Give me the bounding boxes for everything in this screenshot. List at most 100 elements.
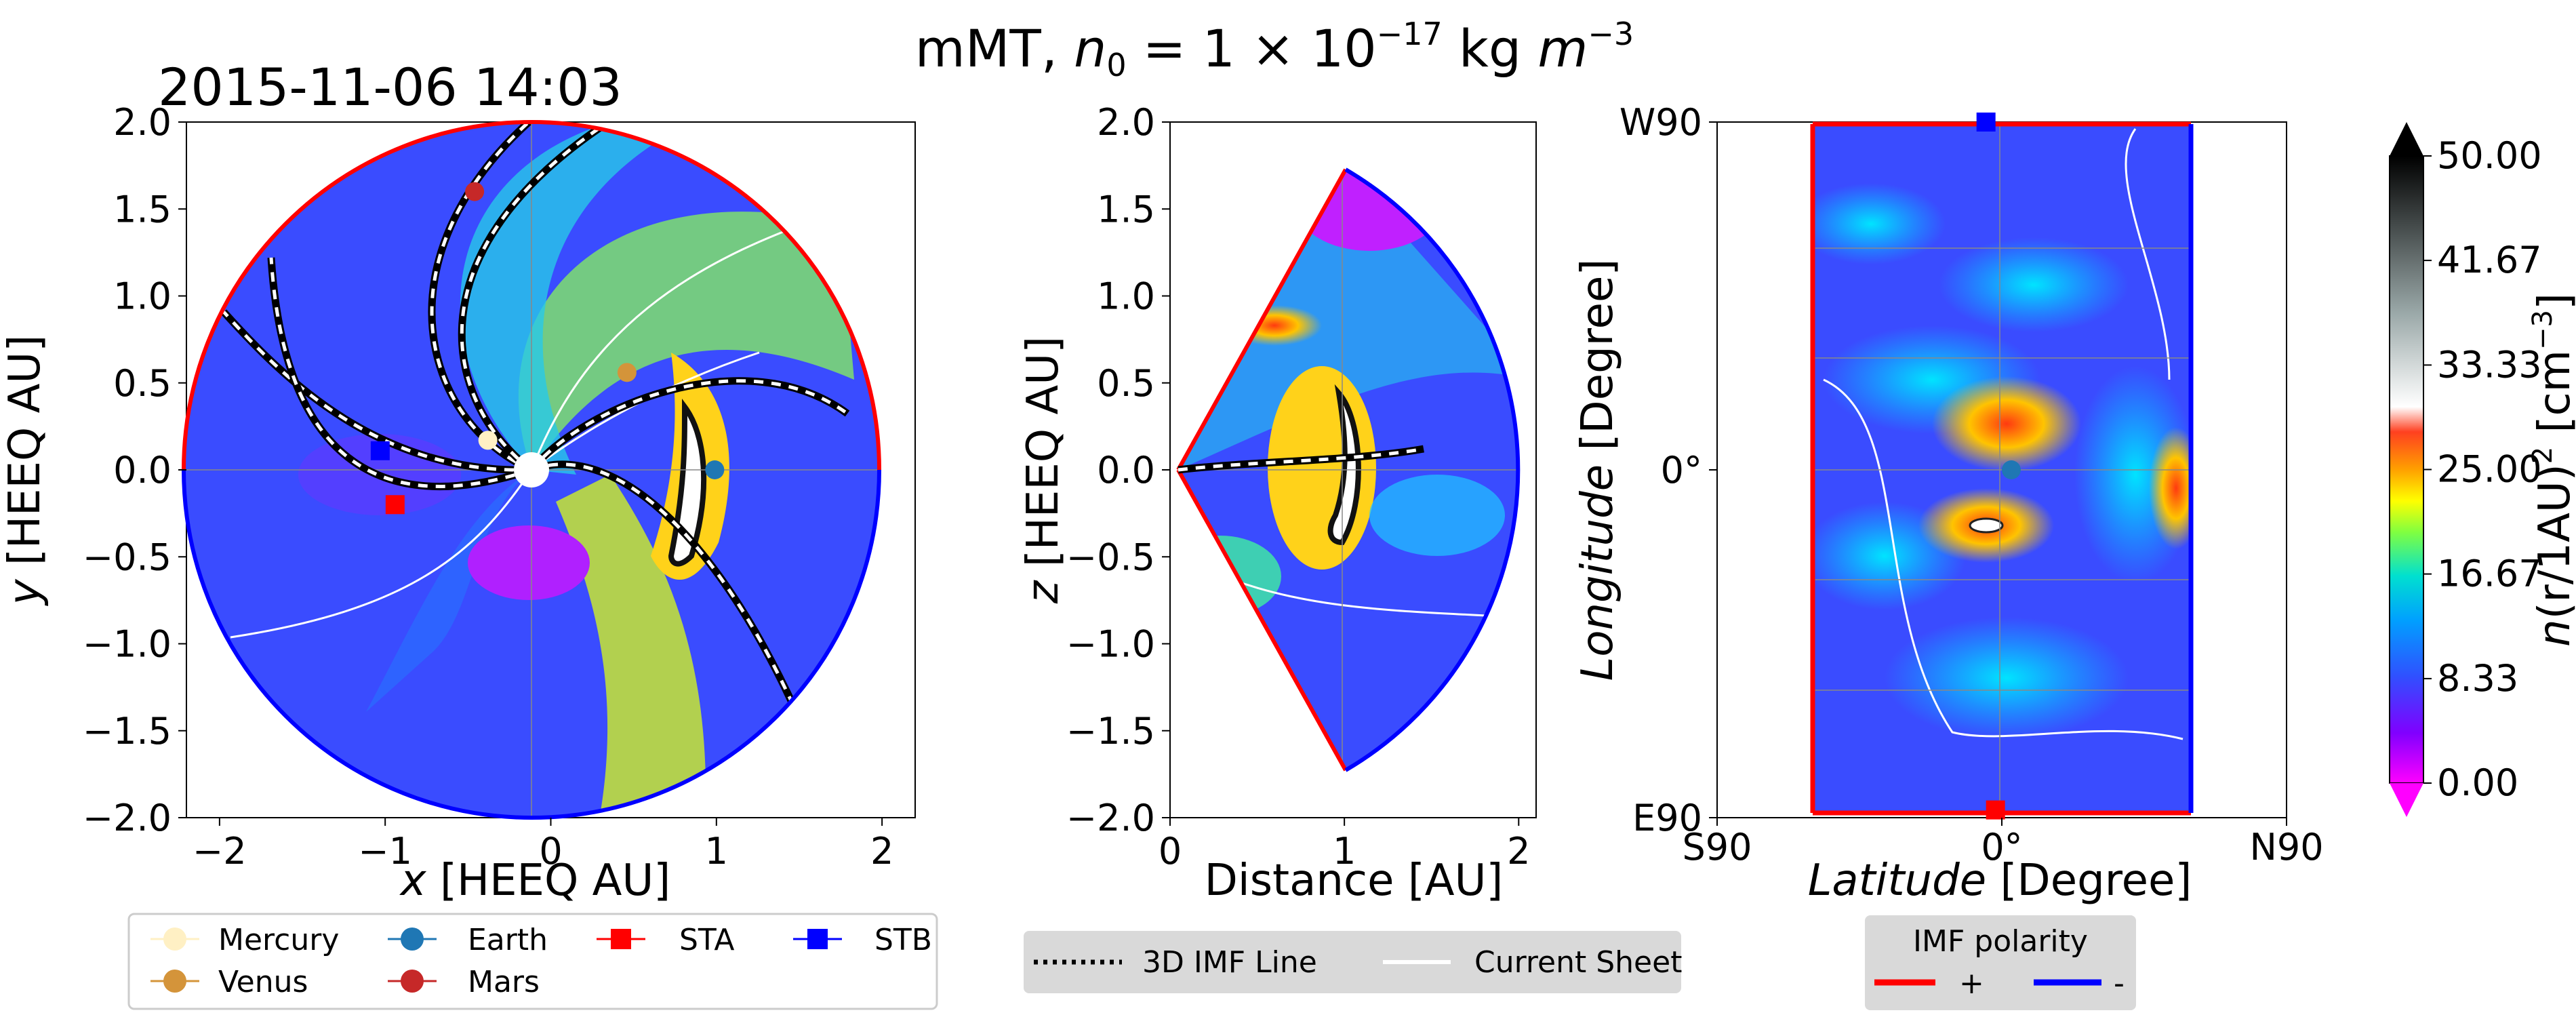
venus-marker-icon [163,970,186,993]
colorbar-gradient [2389,155,2424,784]
p2-ytick-label: 2.0 [1097,101,1155,144]
p3-xticks: S90 0° N90 [1683,818,2324,869]
p1-xtick-label: 0 [539,830,562,873]
svg-text:Current Sheet: Current Sheet [1474,945,1682,980]
svg-text:STA: STA [679,923,735,957]
p2-ytick-label: 0.0 [1097,449,1155,492]
p3-bodies [1976,113,2021,820]
colorbar-tick-label: 16.67 [2437,553,2542,595]
sta-marker-icon [611,929,631,949]
p3-hot-3 [2149,427,2191,549]
p3-hot-1 [1932,376,2081,471]
p2-ytick-label: −1.5 [1066,710,1155,753]
p1-imf-boundary-negative [182,469,881,820]
p3-xtick-label: S90 [1683,826,1752,869]
svg-text:Earth: Earth [468,923,548,957]
p3-ytick-label: W90 [1619,101,1702,144]
p2-ylabel: z [HEEQ AU] [1018,336,1068,604]
timestamp: 2015-11-06 14:03 [158,57,622,117]
mars-marker-icon [401,970,424,993]
p1-stream-blue [366,470,531,712]
panel-meridional: 0 1 2 2.0 1.5 1.0 0.5 0.0 −0.5 −1.0 −1.5 −2.0 Dist… [1018,101,1537,906]
p1-imf-lines [220,122,850,707]
colorbar: 50.00 41.67 33.33 25.00 16.67 8.33 0.00 n(r/1A… [2389,122,2576,817]
p1-xtick-label: 2 [870,830,893,873]
p2-boundary-arc [1344,167,1521,772]
p2-ytick-label: −2.0 [1066,797,1155,839]
p2-upper-cyan [1178,170,1518,470]
p1-current-sheet-2 [230,469,533,639]
p2-boundary-top [1176,168,1348,471]
p1-xtick-label: 1 [705,830,728,873]
legend-polarity: IMF polarity + - [1865,915,2136,1010]
legend-lines-frame [1024,931,1681,993]
p1-ytick-label: 2.0 [113,101,172,144]
colorbar-tick-label: 8.33 [2437,657,2518,700]
p1-purple-region [468,525,590,600]
p1-sta-marker [385,495,405,515]
colorbar-ticks: 50.00 41.67 33.33 25.00 16.67 8.33 0.00 [2423,134,2542,804]
p1-xtick-label: −1 [358,830,412,873]
panel-equatorial: −2 −1 0 1 2 2.01.51.00.50.0−0.5−1.0−1.5−2.0 … [0,101,916,906]
p1-xticks: −2 −1 0 1 2 [193,818,893,873]
p1-imf-boundary-positive [182,120,881,471]
p2-xticks: 0 1 2 [1159,818,1530,873]
p3-sta-marker [1986,800,2005,820]
legend-stb: STB [793,923,932,957]
colorbar-tick-label: 50.00 [2437,134,2542,177]
p2-cyan-right [1369,475,1505,556]
p1-bodies [370,182,725,515]
p1-ytick-label: −2.0 [83,797,172,839]
p3-ylabel: Longitude [Degree] [1573,259,1623,681]
p1-ytick-label: −1.5 [83,710,172,753]
colorbar-tick-label: 41.67 [2437,239,2542,281]
p3-ytick-label: E90 [1632,797,1702,839]
legend-mars: Mars [388,965,540,999]
p1-earth-marker [705,460,725,479]
p1-mercury-marker [478,431,498,450]
polarity-title: IMF polarity [1913,924,2088,959]
p1-stream-cyan [460,122,691,475]
p1-mars-marker [465,182,485,201]
p1-ytick-label: −1.0 [83,623,172,666]
p3-cyan-1 [1813,183,1946,264]
colorbar-label: n(r/1AU)2 [cm−3] [2527,293,2576,647]
p2-ytick-label: −0.5 [1066,536,1155,578]
p2-yticks: 2.0 1.5 1.0 0.5 0.0 −0.5 −1.0 −1.5 −2.0 [1066,101,1170,839]
legend-venus: Venus [150,965,308,999]
mercury-marker-icon [163,928,186,951]
svg-text:Mercury: Mercury [218,923,339,957]
svg-text:Venus: Venus [218,965,308,999]
p3-cyan-2 [1939,237,2129,332]
p2-imf-line-dash [1178,447,1424,472]
p1-yticks: 2.0 1.5 1.0 0.5 0.0 −0.5 −1.0 −1.5 −2.0 [83,101,186,839]
legend-polarity-frame [1865,915,2136,1010]
legend-bodies-frame [127,913,938,1010]
p3-hot-core [1969,517,2004,534]
p1-stream-green [518,212,854,470]
panel-boundary-map: S90 0° N90 W90 0° E90 Latitude [Degree] Long… [1573,101,2324,906]
colorbar-extend-bottom [2390,783,2423,817]
svg-text:3D IMF Line: 3D IMF Line [1142,945,1317,980]
p1-stream-yellow [556,475,706,818]
legend-mercury: Mercury [150,923,339,957]
p3-yticks: W90 0° E90 [1619,101,1717,839]
p3-xtick-label: 0° [1981,826,2022,869]
legend-sta: STA [597,923,735,957]
figure-title: mMT, n0 = 1 × 10−17 kg m−3 [915,16,1634,83]
p1-ytick-label: 1.5 [113,188,172,231]
p3-ytick-label: 0° [1661,449,1702,492]
colorbar-tick-label: 0.00 [2437,761,2518,804]
legend-earth: Earth [388,923,548,957]
legend-bodies: Mercury Venus Earth Mars STA STB [127,913,938,1010]
p3-earth-marker [2002,460,2021,479]
colorbar-extend-top [2390,122,2423,156]
p2-xlabel: Distance [AU] [1205,856,1504,906]
p1-ylabel: y [HEEQ AU] [0,335,50,607]
negative-label: - [2114,966,2125,1001]
p3-cyan-6 [1885,617,2129,739]
p3-current-sheet-1 [1823,378,2183,740]
p3-xlabel: Latitude [Degree] [1808,856,2192,906]
p1-ytick-label: 1.0 [113,275,172,318]
p2-ytick-label: −1.0 [1066,623,1155,666]
